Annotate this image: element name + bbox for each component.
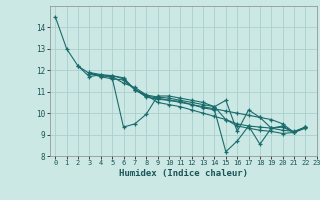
X-axis label: Humidex (Indice chaleur): Humidex (Indice chaleur) xyxy=(119,169,248,178)
